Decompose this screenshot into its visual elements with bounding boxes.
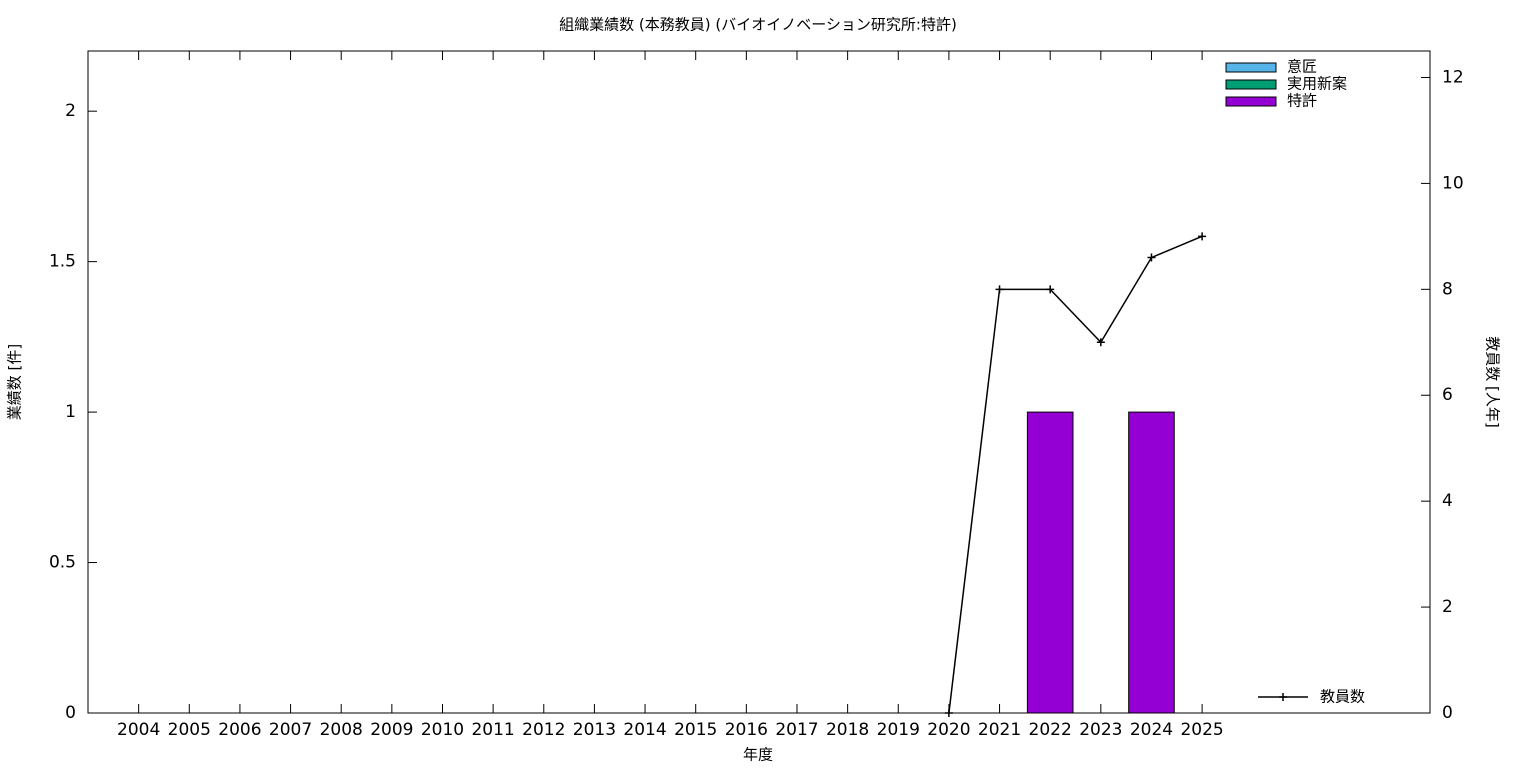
y-tick-label: 0.5 — [49, 553, 76, 573]
bar — [1026, 411, 1074, 714]
x-tick-label: 2017 — [775, 720, 818, 740]
legend-label: 意匠 — [1287, 58, 1317, 76]
x-tick-label: 2005 — [168, 720, 211, 740]
line-point — [995, 285, 1004, 294]
legend-swatch — [1225, 96, 1277, 107]
line-point — [1096, 338, 1105, 347]
y-axis-label: 業績数 [件] — [6, 344, 24, 420]
y2-tick-label: 6 — [1442, 385, 1453, 405]
x-tick-label: 2014 — [623, 720, 666, 740]
line-point — [944, 709, 953, 717]
plot-border — [87, 50, 1431, 714]
y2-axis-label: 教員数 [人年] — [1484, 336, 1502, 427]
x-tick-label: 2004 — [117, 720, 160, 740]
legend-label: 教員数 — [1320, 688, 1365, 706]
x-tick-label: 2016 — [725, 720, 768, 740]
y2-tick-label: 10 — [1442, 173, 1464, 193]
x-tick-label: 2023 — [1079, 720, 1122, 740]
x-axis-label: 年度 — [743, 746, 773, 764]
x-tick-label: 2007 — [269, 720, 312, 740]
x-tick-label: 2006 — [218, 720, 261, 740]
y2-tick-label: 2 — [1442, 597, 1453, 617]
x-tick-label: 2008 — [320, 720, 363, 740]
x-tick-label: 2009 — [370, 720, 413, 740]
x-tick-label: 2012 — [522, 720, 565, 740]
x-tick-label: 2021 — [978, 720, 1021, 740]
legend-marker — [1279, 693, 1287, 701]
legend-label: 特許 — [1287, 92, 1317, 110]
y2-tick-label: 8 — [1442, 279, 1453, 299]
chart-title: 組織業績数 (本務教員) (バイオイノベーション研究所:特許) — [559, 16, 957, 34]
y2-tick-label: 12 — [1442, 67, 1464, 87]
x-tick-label: 2025 — [1180, 720, 1223, 740]
x-tick-label: 2015 — [674, 720, 717, 740]
bar — [1128, 411, 1175, 714]
x-tick-label: 2022 — [1029, 720, 1072, 740]
x-tick-label: 2018 — [826, 720, 869, 740]
line-point — [1198, 232, 1207, 241]
x-tick-label: 2010 — [421, 720, 464, 740]
x-tick-label: 2011 — [471, 720, 514, 740]
x-tick-label: 2024 — [1130, 720, 1173, 740]
y2-tick-label: 4 — [1442, 491, 1453, 511]
line-point — [1147, 253, 1156, 262]
legend-label: 実用新案 — [1287, 75, 1347, 93]
y-tick-label: 2 — [65, 101, 76, 121]
x-tick-label: 2020 — [927, 720, 970, 740]
x-tick-label: 2013 — [573, 720, 616, 740]
line-point — [1046, 285, 1055, 294]
x-tick-label: 2019 — [877, 720, 920, 740]
y-tick-label: 0 — [65, 703, 76, 723]
y-tick-label: 1 — [65, 402, 76, 422]
y2-tick-label: 0 — [1442, 703, 1453, 723]
line-series — [948, 235, 1203, 714]
legend-swatch — [1225, 62, 1277, 73]
y-tick-label: 1.5 — [49, 252, 76, 272]
legend-swatch — [1225, 79, 1277, 90]
